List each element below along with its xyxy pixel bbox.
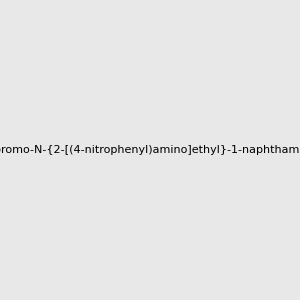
Text: 5-bromo-N-{2-[(4-nitrophenyl)amino]ethyl}-1-naphthamide: 5-bromo-N-{2-[(4-nitrophenyl)amino]ethyl… <box>0 145 300 155</box>
